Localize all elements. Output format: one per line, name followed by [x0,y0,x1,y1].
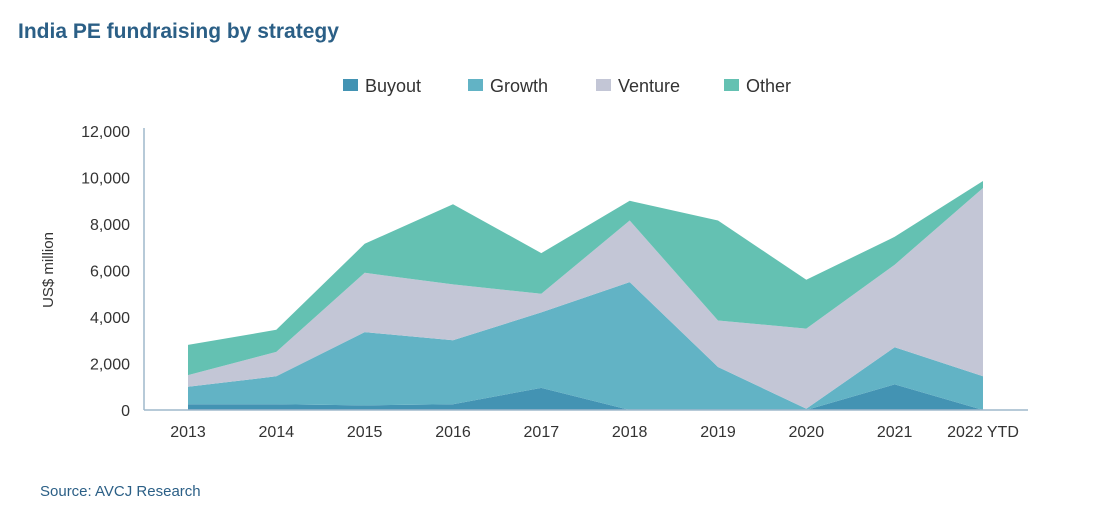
area-growth [188,282,983,410]
x-tick-label: 2020 [789,424,825,441]
y-tick-label: 2,000 [90,357,130,374]
legend-label: Venture [618,76,680,96]
legend-swatch [343,79,358,91]
legend-item-growth: Growth [468,76,548,96]
x-tick-label: 2015 [347,424,383,441]
x-tick-label: 2014 [259,424,295,441]
legend-item-other: Other [724,76,791,96]
x-tick-label: 2018 [612,424,648,441]
area-buyout [188,384,983,410]
x-tick-label: 2022 YTD [947,424,1019,441]
legend-swatch [724,79,739,91]
legend-label: Growth [490,76,548,96]
x-tick-label: 2016 [435,424,471,441]
chart-title: India PE fundraising by strategy [18,20,339,43]
x-tick-label: 2019 [700,424,736,441]
area-series-group [188,181,983,410]
legend-label: Other [746,76,791,96]
x-tick-label: 2013 [170,424,206,441]
legend-swatch [596,79,611,91]
x-tick-label: 2021 [877,424,913,441]
area-other [188,181,983,376]
legend-label: Buyout [365,76,421,96]
y-axis-title: US$ million [40,232,57,308]
y-tick-label: 4,000 [90,310,130,327]
legend: Buyout Growth Venture Other [343,76,791,96]
axes: 0 2,000 4,000 6,000 8,000 10,000 12,000 2013 201… [81,124,1028,441]
y-tick-label: 10,000 [81,171,130,188]
x-tick-label: 2017 [524,424,560,441]
y-tick-label: 12,000 [81,124,130,141]
source-note: Source: AVCJ Research [40,483,201,500]
legend-item-buyout: Buyout [343,76,421,96]
legend-swatch [468,79,483,91]
legend-item-venture: Venture [596,76,680,96]
y-tick-label: 6,000 [90,264,130,281]
y-tick-label: 8,000 [90,217,130,234]
y-tick-label: 0 [121,403,130,420]
area-venture [188,188,983,409]
